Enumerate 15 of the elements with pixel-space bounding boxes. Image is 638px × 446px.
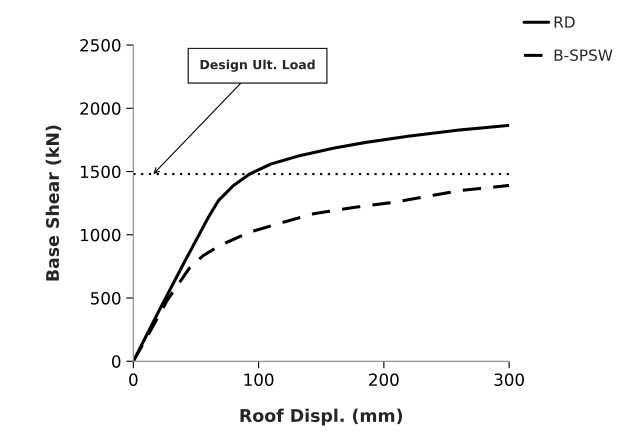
x-tick-label: 300 [494,373,524,386]
y-tick-label: 2000 [80,102,120,115]
y-tick-label: 500 [91,292,120,305]
legend-label: RD [554,16,575,28]
y-tick-label: 2500 [80,39,120,52]
y-tick-label: 1000 [80,228,120,242]
legend-label: B-SPSW [554,49,612,61]
annotation: Design Ult. Load [200,60,315,72]
x-axis-title: Roof Displ. (mm) [240,408,402,426]
x-tick-label: 100 [244,373,274,386]
x-tick-label: 0 [129,373,138,386]
y-tick-label: 0 [112,355,120,368]
x-tick-label: 200 [369,373,399,386]
y-tick-label: 1500 [80,165,120,178]
y-axis-title: Base Shear (kN) [46,126,62,281]
